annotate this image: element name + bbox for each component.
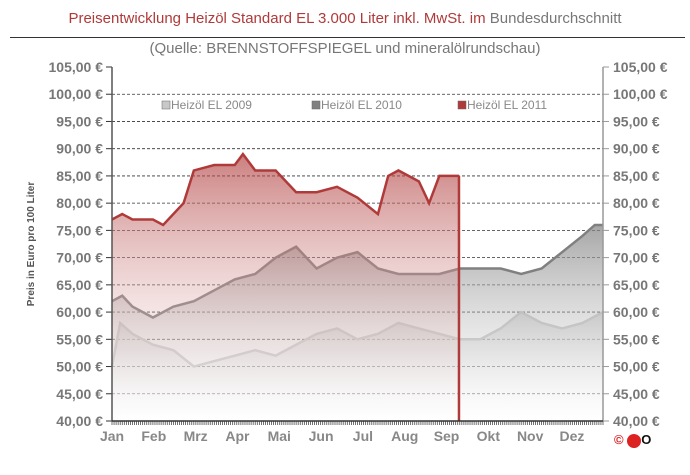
y-tick-label-left: 70,00 € (56, 250, 103, 266)
y-tick-label-right: 85,00 € (613, 168, 660, 184)
legend-swatch (457, 100, 467, 110)
legend-swatch (161, 100, 171, 110)
chart-subtitle: (Quelle: BRENNSTOFFSPIEGEL und mineralöl… (149, 40, 541, 57)
x-tick-label: Aug (391, 428, 418, 444)
x-tick-label: Jun (309, 428, 334, 444)
y-tick-label-left: 105,00 € (49, 59, 104, 75)
copyright-logo: © O (614, 432, 652, 448)
y-tick-label-right: 70,00 € (613, 250, 660, 266)
y-tick-label-right: 45,00 € (613, 386, 660, 402)
x-tick-label: Mai (268, 428, 291, 444)
y-tick-label-right: 40,00 € (613, 413, 660, 429)
y-tick-label-right: 90,00 € (613, 141, 660, 157)
legend-swatch (311, 100, 321, 110)
y-tick-label-right: 60,00 € (613, 304, 660, 320)
y-tick-label-right: 65,00 € (613, 277, 660, 293)
y-tick-label-right: 55,00 € (613, 331, 660, 347)
x-tick-label: Apr (225, 428, 250, 444)
y-tick-label-left: 40,00 € (56, 413, 103, 429)
x-tick-label: Okt (477, 428, 501, 444)
y-tick-label-left: 65,00 € (56, 277, 103, 293)
legend-label: Heizöl EL 2011 (467, 98, 547, 112)
x-tick-label: Dez (560, 428, 585, 444)
area-heiz-l-el-2011 (112, 154, 459, 421)
x-tick-label: Jan (100, 428, 124, 444)
x-tick-label: Sep (434, 428, 460, 444)
title-rest: Bundesdurchschnitt (489, 10, 622, 27)
title-divider (10, 37, 685, 38)
legend-label: Heizöl EL 2010 (321, 98, 402, 112)
y-tick-label-left: 95,00 € (56, 113, 103, 129)
title-main: Preisentwicklung Heizöl Standard EL 3.00… (68, 10, 486, 27)
y-tick-label-left: 75,00 € (56, 222, 103, 238)
line-heiz-l-el-2011 (111, 152, 459, 227)
y-tick-label-right: 50,00 € (613, 359, 660, 375)
x-tick-label: Feb (141, 428, 166, 444)
y-tick-label-left: 90,00 € (56, 141, 103, 157)
y-tick-label-left: 80,00 € (56, 195, 103, 211)
y-tick-label-left: 50,00 € (56, 359, 103, 375)
x-tick-label: Nov (517, 428, 544, 444)
y-tick-label-right: 75,00 € (613, 222, 660, 238)
y-tick-label-right: 80,00 € (613, 195, 660, 211)
y-axis-label: Preis in Euro pro 100 Liter (26, 182, 37, 307)
x-tick-label: Mrz (184, 428, 208, 444)
x-tick-label: Jul (353, 428, 373, 444)
y-tick-label-right: 105,00 € (613, 59, 668, 75)
y-tick-label-left: 60,00 € (56, 304, 103, 320)
y-tick-label-left: 100,00 € (49, 86, 104, 102)
y-tick-label-right: 95,00 € (613, 113, 660, 129)
y-tick-label-left: 45,00 € (56, 386, 103, 402)
y-tick-label-right: 100,00 € (613, 86, 668, 102)
y-tick-label-left: 55,00 € (56, 331, 103, 347)
chart-title: Preisentwicklung Heizöl Standard EL 3.00… (0, 10, 690, 27)
y-tick-label-left: 85,00 € (56, 168, 103, 184)
legend-label: Heizöl EL 2009 (171, 98, 252, 112)
